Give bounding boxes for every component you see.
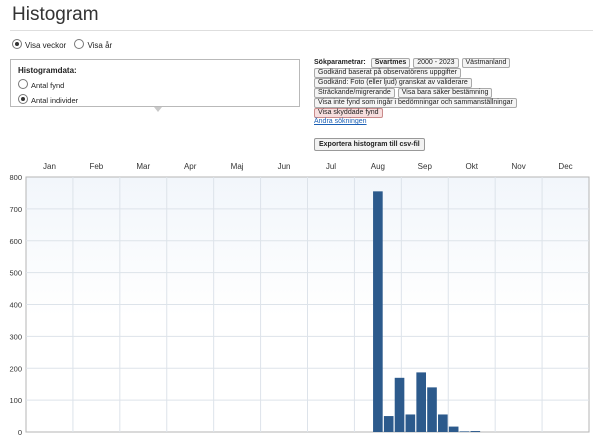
search-parameters: Sökparametrar: Svartmes 2000 - 2023 Väst… — [314, 58, 599, 128]
search-params-label: Sökparametrar: — [314, 59, 366, 66]
title-divider — [10, 30, 593, 31]
show-years-radio[interactable] — [74, 39, 85, 49]
species-chip[interactable]: Svartmes — [370, 58, 411, 68]
month-label: Feb — [89, 162, 103, 171]
histogram-bar[interactable] — [448, 426, 459, 432]
y-tick-label: 700 — [9, 205, 22, 214]
month-label: Okt — [465, 162, 478, 171]
view-mode-selector: Visa veckor Visa år — [12, 39, 118, 50]
filter-chip-protected-findings[interactable]: Visa skyddade fynd — [314, 108, 383, 118]
count-findings-option[interactable]: Antal fynd — [18, 79, 299, 90]
histogram-bar[interactable] — [416, 372, 426, 432]
histogram-chart: Jan Feb Mar Apr Maj Jun Jul Aug Sep Okt Nov Dec 0 100… — [9, 162, 590, 437]
month-label: Jun — [278, 162, 291, 171]
page-title: Histogram — [12, 4, 99, 25]
panel-pointer — [154, 107, 162, 112]
histogram-bar[interactable] — [373, 191, 383, 432]
month-label: Apr — [184, 162, 197, 171]
y-tick-label: 600 — [9, 237, 22, 246]
histogram-bar[interactable] — [405, 414, 416, 432]
histogram-bar[interactable] — [383, 416, 394, 432]
y-tick-label: 300 — [9, 332, 22, 341]
count-individuals-label: Antal individer — [31, 96, 79, 105]
export-csv-button[interactable]: Exportera histogram till csv-fil — [314, 138, 425, 151]
filter-chip-certain-id[interactable]: Visa bara säker bestämning — [397, 88, 493, 98]
month-label: Mar — [136, 162, 150, 171]
change-search-link[interactable]: Ändra sökningen — [314, 118, 367, 125]
y-tick-label: 400 — [9, 301, 22, 310]
histogram-bar[interactable] — [394, 377, 405, 432]
histogram-data-panel: Histogramdata: Antal fynd Antal individe… — [10, 59, 300, 112]
show-weeks-radio[interactable] — [12, 39, 22, 49]
count-findings-label: Antal fynd — [31, 81, 65, 90]
filter-chip-observer-approved[interactable]: Godkänd baserat på observatörens uppgift… — [314, 68, 461, 78]
show-weeks-option[interactable]: Visa veckor — [12, 39, 68, 50]
month-label: Aug — [371, 162, 385, 171]
month-label: Jul — [326, 162, 336, 171]
histogram-bar[interactable] — [438, 414, 448, 432]
count-individuals-option[interactable]: Antal individer — [18, 94, 299, 105]
month-label: Dec — [558, 162, 572, 171]
show-years-label: Visa år — [87, 41, 113, 50]
month-label: Jan — [43, 162, 56, 171]
y-tick-label: 500 — [9, 269, 22, 278]
histogram-bar[interactable] — [470, 431, 481, 432]
filter-chip-photo-reviewed[interactable]: Godkänd: Foto (eller ljud) granskat av v… — [314, 78, 472, 88]
y-tick-label: 100 — [9, 396, 22, 405]
y-tick-label: 200 — [9, 364, 22, 373]
filter-chip-migrating[interactable]: Sträckande/migrerande — [314, 88, 395, 98]
histogram-bar[interactable] — [459, 431, 470, 432]
month-label: Sep — [418, 162, 433, 171]
show-years-option[interactable]: Visa år — [74, 39, 113, 50]
region-chip[interactable]: Västmanland — [461, 58, 511, 68]
count-findings-radio[interactable] — [18, 79, 28, 89]
years-chip[interactable]: 2000 - 2023 — [413, 58, 459, 68]
show-weeks-label: Visa veckor — [25, 41, 67, 50]
month-label: Nov — [512, 162, 526, 171]
y-tick-label: 800 — [9, 173, 22, 182]
histogram-data-title: Histogramdata: — [18, 66, 77, 75]
y-tick-label: 0 — [18, 428, 22, 437]
histogram-bar[interactable] — [427, 387, 437, 432]
filter-chip-exclude-assessments[interactable]: Visa inte fynd som ingår i bedömningar o… — [314, 98, 517, 108]
count-individuals-radio[interactable] — [18, 94, 28, 104]
month-label: Maj — [231, 162, 244, 171]
